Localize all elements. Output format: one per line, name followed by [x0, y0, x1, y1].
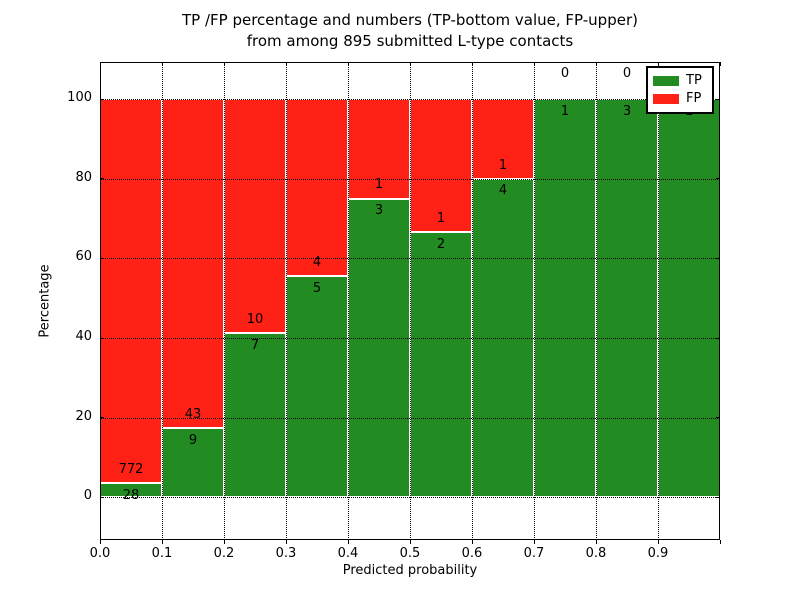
x-tick-label: 0.7 [523, 546, 545, 561]
y-tick-mark-left [100, 257, 104, 259]
fp-count-label: 4 [312, 254, 322, 270]
tp-count-label: 2 [436, 236, 446, 252]
x-tick-mark-top [533, 62, 535, 66]
tp-bar-segment [658, 99, 720, 498]
x-axis-label: Predicted probability [342, 563, 478, 578]
y-tick-mark-right [716, 178, 720, 180]
fp-count-label: 10 [246, 312, 264, 328]
x-tick-mark-bottom [595, 540, 597, 544]
fp-count-label: 1 [374, 177, 384, 193]
fp-count-label: 43 [184, 407, 202, 423]
x-tick-label: 0.8 [585, 546, 607, 561]
fp-count-label: 0 [622, 65, 632, 81]
y-tick-mark-left [100, 417, 104, 419]
x-tick-mark-bottom [657, 540, 659, 544]
fp-count-label: 1 [498, 157, 508, 173]
tp-count-label: 4 [498, 183, 508, 199]
chart-title-line2: from among 895 submitted L-type contacts [246, 32, 574, 50]
tp-bar-segment [224, 333, 286, 498]
tp-count-label: 28 [122, 488, 140, 504]
x-tick-mark-top [595, 62, 597, 66]
x-tick-label: 0.6 [461, 546, 483, 561]
y-tick-mark-right [716, 337, 720, 339]
x-tick-mark-bottom [223, 540, 225, 544]
x-tick-mark-top [99, 62, 101, 66]
legend: TP FP [646, 66, 714, 114]
tp-bar-segment [472, 178, 534, 498]
y-tick-mark-right [716, 98, 720, 100]
legend-label-fp: FP [686, 91, 702, 107]
x-tick-label: 0.2 [213, 546, 235, 561]
x-tick-label: 0.0 [89, 546, 111, 561]
x-tick-mark-bottom [533, 540, 535, 544]
y-tick-label: 40 [75, 329, 92, 345]
tp-bar-segment [410, 231, 472, 498]
x-tick-mark-bottom [409, 540, 411, 544]
tp-bar-segment [348, 198, 410, 498]
x-tick-mark-bottom [161, 540, 163, 544]
fp-bar-segment [348, 99, 410, 199]
chart-title: TP /FP percentage and numbers (TP-bottom… [100, 10, 720, 52]
y-tick-mark-left [100, 98, 104, 100]
y-tick-label: 60 [75, 249, 92, 265]
tp-bar-segment [596, 99, 658, 498]
legend-item-fp: FP [653, 92, 707, 106]
tp-count-label: 9 [188, 433, 198, 449]
y-tick-label: 80 [75, 169, 92, 185]
fp-bar-segment [224, 99, 286, 334]
y-tick-mark-right [716, 496, 720, 498]
fp-swatch [653, 94, 679, 105]
legend-item-tp: TP [653, 72, 707, 88]
x-tick-mark-top [409, 62, 411, 66]
x-tick-label: 0.5 [399, 546, 421, 561]
legend-label-tp: TP [686, 72, 702, 88]
x-tick-mark-top [285, 62, 287, 66]
fp-count-label: 0 [560, 65, 570, 81]
tp-bar-segment [286, 276, 348, 498]
x-tick-label: 0.3 [275, 546, 297, 561]
tp-count-label: 3 [622, 103, 632, 119]
tp-count-label: 5 [312, 280, 322, 296]
y-tick-mark-left [100, 496, 104, 498]
x-tick-label: 0.4 [337, 546, 359, 561]
x-tick-mark-bottom [285, 540, 287, 544]
tp-count-label: 3 [374, 203, 384, 219]
y-tick-mark-right [716, 257, 720, 259]
x-tick-mark-bottom [99, 540, 101, 544]
tp-count-label: 7 [250, 338, 260, 354]
y-tick-label: 20 [75, 408, 92, 424]
fp-bar-segment [162, 99, 224, 429]
fp-bar-segment [286, 99, 348, 277]
fp-bar-segment [410, 99, 472, 232]
x-tick-label: 0.9 [647, 546, 669, 561]
chart-title-line1: TP /FP percentage and numbers (TP-bottom… [182, 11, 638, 29]
y-tick-mark-left [100, 178, 104, 180]
plot-area: 7722843910745131214010301 [100, 62, 720, 540]
x-tick-mark-bottom [347, 540, 349, 544]
x-tick-mark-top [471, 62, 473, 66]
y-axis-label: Percentage [37, 264, 53, 338]
x-tick-mark-top [161, 62, 163, 66]
tp-swatch [653, 75, 679, 86]
y-tick-label: 100 [67, 90, 92, 106]
x-tick-mark-top [223, 62, 225, 66]
tp-count-label: 1 [560, 103, 570, 119]
x-tick-mark-bottom [719, 540, 721, 544]
x-tick-mark-top [719, 62, 721, 66]
x-tick-mark-top [347, 62, 349, 66]
horizontal-gridline [100, 497, 720, 499]
fp-count-label: 1 [436, 210, 446, 226]
fp-count-label: 772 [118, 462, 144, 478]
x-tick-mark-bottom [471, 540, 473, 544]
fp-bar-segment [100, 99, 162, 484]
tp-bar-segment [162, 428, 224, 498]
x-tick-label: 0.1 [151, 546, 173, 561]
tp-bar-segment [534, 99, 596, 498]
y-tick-mark-left [100, 337, 104, 339]
y-tick-label: 0 [83, 488, 92, 504]
y-tick-mark-right [716, 417, 720, 419]
